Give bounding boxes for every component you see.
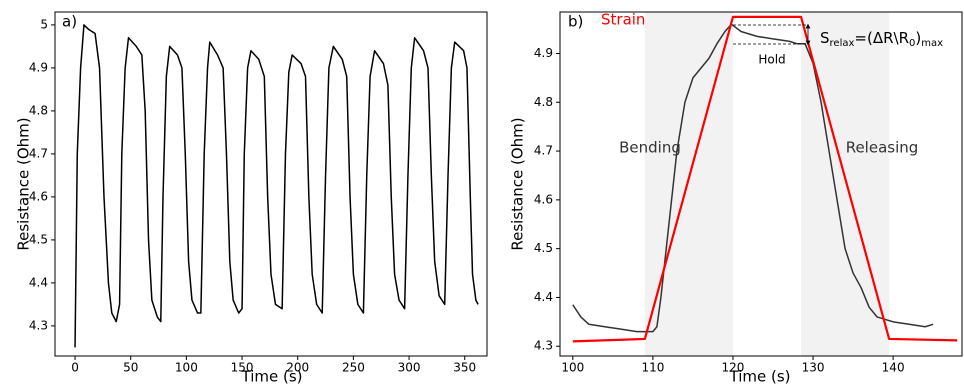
data-line xyxy=(74,24,479,348)
x-tick-label: 200 xyxy=(286,361,309,375)
formula: Srelax=(ΔR\R0)max xyxy=(820,29,943,50)
y-tick-label: 4.3 xyxy=(29,318,48,332)
formula-part: S xyxy=(820,29,830,47)
y-tick-label: 4.5 xyxy=(534,241,553,255)
plot-frame xyxy=(54,11,488,357)
y-tick-label: 4.8 xyxy=(534,95,553,109)
x-axis-title: Time (s) xyxy=(241,368,303,385)
formula-part: relax xyxy=(830,38,855,49)
x-tick-label: 250 xyxy=(342,361,365,375)
y-tick-label: 4.6 xyxy=(29,189,48,203)
x-tick-label: 0 xyxy=(71,361,79,375)
y-tick-label: 4.4 xyxy=(29,275,48,289)
formula-part: =(ΔR\R xyxy=(854,29,909,47)
y-axis-title: Resistance (Ohm) xyxy=(509,117,527,250)
data-line xyxy=(572,23,934,333)
annotation: Releasing xyxy=(846,139,919,157)
x-tick-label: 110 xyxy=(641,361,664,375)
series-group xyxy=(74,24,479,348)
x-tick-label: 120 xyxy=(722,361,745,375)
x-tick-label: 150 xyxy=(231,361,254,375)
x-tick-label: 100 xyxy=(561,361,584,375)
x-tick-label: 100 xyxy=(175,361,198,375)
panel-label: a) xyxy=(62,13,77,31)
plot-frame xyxy=(559,11,963,357)
y-tick-label: 4.6 xyxy=(534,192,553,206)
y-tick-label: 4.4 xyxy=(534,290,553,304)
formula-part: ) xyxy=(915,29,921,47)
y-tick-label: 4.7 xyxy=(29,146,48,160)
y-axis-title: Resistance (Ohm) xyxy=(15,117,33,250)
x-tick-label: 130 xyxy=(802,361,825,375)
x-tick-label: 350 xyxy=(453,361,476,375)
y-tick-label: 4.8 xyxy=(29,103,48,117)
y-tick-label: 4.9 xyxy=(29,60,48,74)
x-axis-title: Time (s) xyxy=(729,368,791,385)
formula-part: 0 xyxy=(909,38,915,49)
data-line xyxy=(572,15,958,343)
y-tick-label: 4.9 xyxy=(534,46,553,60)
strain-label: Strain xyxy=(601,11,645,29)
x-tick-label: 50 xyxy=(123,361,138,375)
y-tick-label: 4.5 xyxy=(29,232,48,246)
annotation: Hold xyxy=(758,53,785,67)
plot-layer: 0 50 100 150 200 250 300 3504.34.44.54.64.74.84… xyxy=(29,11,963,375)
annotation: Bending xyxy=(619,139,681,157)
hold-markers xyxy=(733,23,811,46)
y-tick-label: 4.7 xyxy=(534,144,553,158)
x-tick-label: 140 xyxy=(882,361,905,375)
y-tick-label: 5 xyxy=(40,17,48,31)
series-group xyxy=(572,15,958,343)
x-tick-label: 300 xyxy=(398,361,421,375)
y-tick-label: 4.3 xyxy=(534,339,553,353)
panel-label: b) xyxy=(568,13,583,31)
formula-part: max xyxy=(921,38,943,49)
